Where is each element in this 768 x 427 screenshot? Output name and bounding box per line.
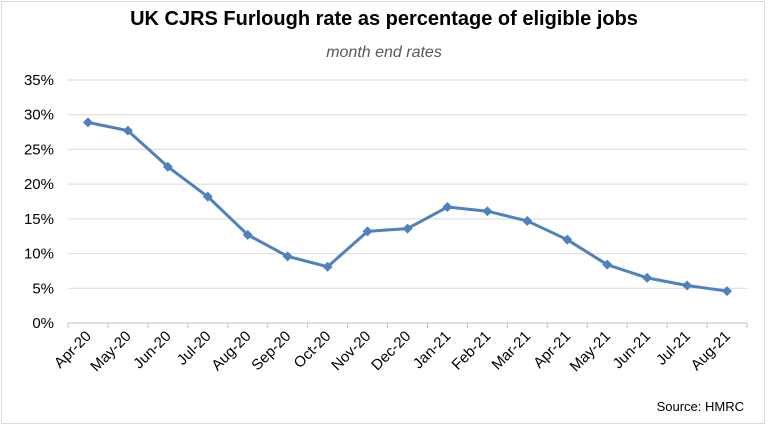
x-tick-label: Dec-20 — [368, 328, 414, 374]
data-point-marker — [602, 259, 613, 270]
data-point-marker — [82, 117, 93, 128]
data-point-marker — [642, 272, 653, 283]
data-point-marker — [282, 251, 293, 262]
data-point-marker — [442, 202, 453, 213]
source-note: Source: HMRC — [656, 399, 744, 414]
data-point-marker — [202, 191, 213, 202]
chart-title: UK CJRS Furlough rate as percentage of e… — [130, 8, 638, 30]
data-point-marker — [562, 234, 573, 245]
y-tick-label: 0% — [32, 315, 54, 332]
x-tick-label: Oct-20 — [291, 328, 335, 372]
x-tick-label: Jun-20 — [130, 328, 174, 372]
data-point-marker — [322, 261, 333, 272]
x-tick-label: Feb-21 — [449, 328, 495, 374]
data-point-marker — [722, 286, 733, 297]
data-point-marker — [122, 125, 133, 136]
chart-subtitle: month end rates — [326, 44, 442, 61]
data-point-marker — [362, 226, 373, 237]
x-tick-label: May-21 — [567, 328, 614, 375]
x-tick-label: Nov-20 — [328, 328, 374, 374]
y-tick-label: 5% — [32, 280, 54, 297]
data-point-marker — [682, 280, 693, 291]
x-tick-label: Jun-21 — [610, 328, 654, 372]
y-tick-label: 35% — [24, 72, 54, 89]
data-point-marker — [402, 223, 413, 234]
y-tick-label: 15% — [24, 211, 54, 228]
series-line — [87, 120, 728, 293]
y-tick-label: 25% — [24, 141, 54, 158]
x-tick-label: Aug-21 — [688, 328, 734, 374]
data-point-marker — [162, 161, 173, 172]
data-point-marker — [482, 206, 493, 217]
x-tick-label: Aug-20 — [208, 328, 254, 374]
y-tick-label: 10% — [24, 246, 54, 263]
x-tick-label: Mar-21 — [489, 328, 535, 374]
data-point-marker — [242, 229, 253, 240]
x-tick-label: May-20 — [87, 328, 134, 375]
x-tick-label: Jan-21 — [410, 328, 454, 372]
x-tick-label: Sep-20 — [248, 328, 294, 374]
y-tick-label: 30% — [24, 107, 54, 124]
y-tick-label: 20% — [24, 176, 54, 193]
data-point-marker — [522, 215, 533, 226]
